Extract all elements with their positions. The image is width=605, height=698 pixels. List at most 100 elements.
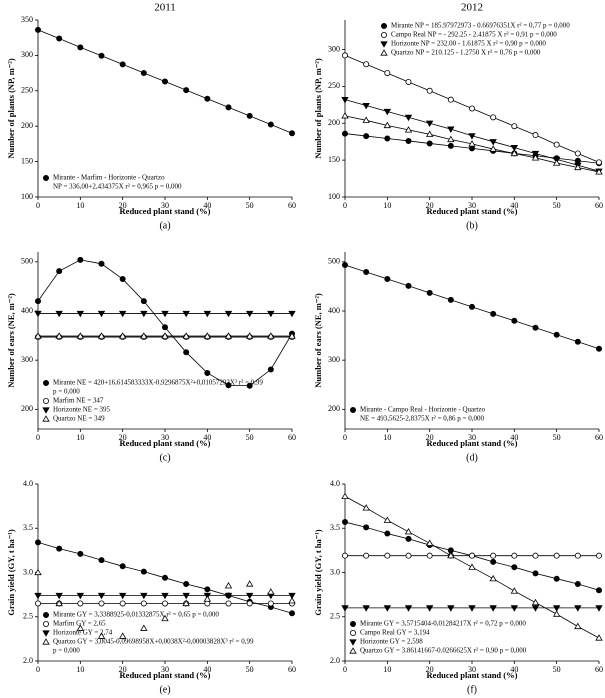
data-point (288, 130, 295, 137)
data-point (447, 96, 454, 103)
data-point (595, 605, 603, 612)
data-point (97, 632, 106, 639)
data-point (490, 552, 497, 559)
y-tick-label: 500 (328, 257, 340, 266)
x-tick-label: 20 (426, 665, 434, 674)
x-tick-label: 30 (468, 433, 476, 442)
data-point (363, 524, 370, 531)
data-point (224, 332, 233, 339)
data-point (35, 600, 42, 607)
x-axis-label: Reduced plant stand (%) (120, 206, 211, 216)
legend-label: Mirante - Marfim - Horizonte - Quartzo (53, 174, 165, 182)
data-point (383, 108, 392, 116)
data-point (341, 261, 348, 268)
x-tick-label: 30 (468, 201, 476, 210)
data-point (203, 310, 212, 318)
legend-label: Mirante NE = 420+16,614583333X-0,9296875… (53, 379, 263, 387)
data-point (405, 282, 412, 289)
legend-marker (42, 407, 50, 414)
y-tick-label: 400 (328, 306, 340, 315)
data-point (98, 600, 105, 607)
data-point (531, 605, 540, 612)
x-tick-label: 50 (553, 201, 561, 210)
series-line (37, 259, 293, 387)
data-point (405, 535, 412, 542)
data-point (267, 121, 274, 128)
data-point (511, 317, 518, 324)
data-point (98, 557, 105, 564)
data-point (118, 592, 127, 600)
data-point (203, 332, 212, 339)
data-point (55, 599, 63, 607)
data-point (468, 105, 475, 112)
y-tick-label: 250 (21, 86, 33, 95)
data-point (574, 605, 582, 612)
x-tick-label: 20 (119, 665, 127, 674)
x-tick-label: 60 (288, 201, 296, 210)
data-point (553, 141, 560, 148)
legend-marker (43, 174, 50, 181)
chart-caption: (e) (159, 684, 170, 695)
data-point (161, 332, 169, 339)
data-point (511, 552, 518, 559)
data-point (574, 157, 581, 164)
data-point (225, 382, 232, 389)
data-point (35, 539, 42, 546)
data-point (596, 552, 603, 559)
data-point (267, 366, 274, 373)
y-tick-label: 400 (21, 306, 33, 315)
x-tick-label: 50 (246, 201, 254, 210)
data-point (225, 600, 232, 607)
legend-marker (42, 638, 50, 645)
x-tick-label: 30 (468, 665, 476, 674)
y-tick-label: 200 (21, 404, 33, 413)
legend-label: Quartzo NE = 349 (53, 415, 105, 423)
data-point (489, 139, 497, 146)
x-tick-label: 50 (246, 665, 254, 674)
data-point (204, 600, 211, 607)
y-axis-label: Number of plants (NP, m⁻²) (313, 58, 323, 158)
data-point (76, 310, 85, 318)
data-point (447, 605, 455, 612)
legend-label: Marfim GY = 2,65 (53, 620, 106, 628)
data-point (553, 575, 560, 582)
data-point (140, 298, 147, 305)
data-point (245, 580, 254, 587)
data-point (489, 574, 497, 582)
data-point (384, 135, 391, 142)
data-point (426, 552, 433, 559)
chart-title: 2012 (461, 2, 483, 14)
data-point (224, 310, 233, 318)
y-tick-label: 300 (328, 44, 340, 53)
data-point (447, 142, 454, 149)
data-point (34, 592, 42, 600)
y-tick-label: 150 (328, 155, 340, 164)
data-point (574, 552, 581, 559)
data-point (97, 592, 106, 600)
data-point (532, 570, 539, 577)
x-axis-label: Reduced plant stand (%) (427, 206, 518, 216)
y-tick-label: 3.0 (330, 567, 340, 576)
x-tick-label: 60 (595, 433, 603, 442)
legend-label: Quartzo GY = 3,0045-0,09698958X+0,0038X²… (53, 638, 254, 646)
data-point (595, 168, 603, 175)
x-axis-label: Reduced plant stand (%) (120, 438, 211, 448)
data-point (55, 332, 63, 339)
data-point (182, 599, 190, 607)
x-tick-label: 10 (383, 665, 391, 674)
data-point (119, 276, 126, 283)
legend-label: Mirante GY = 3,5715404-0,01284217X r² = … (360, 620, 526, 628)
data-point (468, 140, 476, 147)
data-point (224, 581, 233, 589)
legend-marker (349, 639, 357, 646)
data-point (574, 622, 582, 630)
y-tick-label: 2.0 (330, 656, 340, 665)
data-point (245, 592, 254, 600)
data-point (35, 298, 42, 305)
data-point (118, 310, 127, 318)
data-point (362, 605, 370, 612)
legend-marker (380, 32, 387, 39)
y-axis-label: Grain yield (GY, t ha⁻¹) (6, 529, 16, 615)
y-tick-label: 3.5 (23, 523, 33, 532)
data-point (161, 310, 169, 318)
